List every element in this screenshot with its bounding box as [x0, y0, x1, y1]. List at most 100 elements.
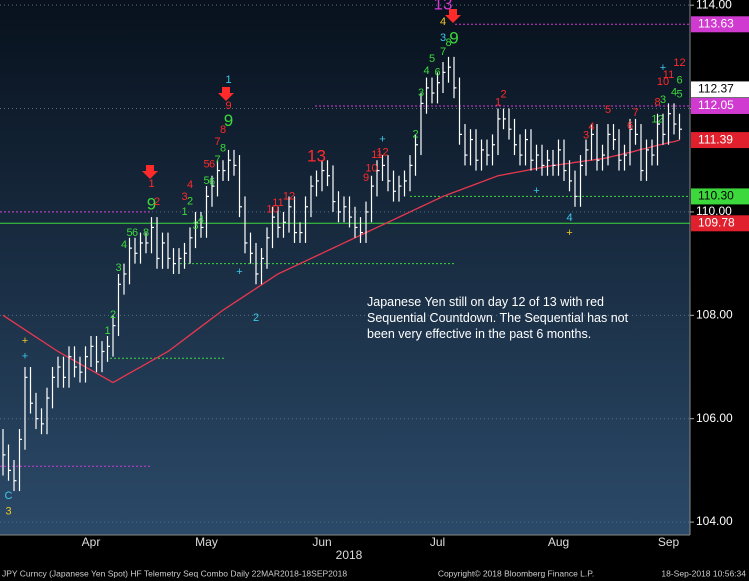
count-label: 4: [440, 16, 446, 28]
x-tick-label: Apr: [82, 535, 101, 549]
x-tick-label: Jun: [312, 535, 331, 549]
count-label: 9: [225, 100, 231, 112]
x-tick-label: Jul: [430, 535, 445, 549]
sell-arrow: [218, 87, 234, 101]
count-label: 2: [187, 196, 193, 208]
price-box-label: 109.78: [698, 215, 735, 229]
count-label: 2: [110, 309, 116, 321]
price-box-label: 113.63: [698, 16, 734, 30]
count-label: 4: [671, 86, 677, 98]
count-label: 11: [371, 149, 382, 161]
count-label: C: [5, 490, 13, 502]
count-label: 5: [203, 158, 209, 170]
price-box: [691, 81, 749, 98]
sell-arrow: [445, 9, 461, 23]
count-label: 4: [187, 179, 193, 191]
year-label: 2018: [336, 548, 363, 562]
y-tick-label: 114.00: [696, 0, 732, 11]
price-box: [691, 16, 749, 33]
count-label: +: [660, 62, 666, 74]
count-label: 9: [147, 195, 156, 214]
count-label: 5: [126, 227, 132, 239]
count-label: 1: [495, 96, 501, 108]
count-label: 3: [583, 129, 589, 141]
count-label: 10: [365, 162, 377, 174]
count-label: 6: [209, 176, 215, 188]
count-label: 6: [627, 120, 633, 132]
footer-center: Copyright© 2018 Bloomberg Finance L.P.: [438, 568, 594, 578]
price-box-label: 111.39: [698, 132, 733, 146]
footer-right: 18-Sep-2018 10:56:34: [661, 568, 746, 578]
count-label: 6: [132, 227, 138, 239]
count-label: 3: [418, 87, 424, 99]
count-label: 1: [225, 74, 231, 86]
count-label: 11: [663, 69, 674, 81]
count-label: 12: [651, 113, 663, 125]
count-label: 8: [220, 124, 226, 136]
count-label: 3: [181, 191, 187, 203]
price-box: [691, 188, 749, 205]
count-label: 3: [115, 262, 121, 274]
count-label: 8: [654, 96, 660, 108]
count-label: 13: [307, 147, 326, 166]
count-label: 6: [676, 75, 682, 87]
count-label: 5: [605, 104, 611, 116]
count-label: 2: [253, 312, 259, 324]
count-label: +: [22, 335, 28, 347]
sell-arrow: [142, 165, 158, 179]
count-label: 2: [500, 89, 506, 101]
count-label: 10: [266, 203, 278, 215]
count-label: 3: [5, 506, 11, 518]
count-label: 4: [198, 214, 204, 226]
count-label: 1: [148, 178, 154, 190]
count-label: 8: [220, 142, 226, 154]
note: Japanese Yen still on day 12 of 13 with …: [367, 295, 629, 341]
price-box: [691, 97, 749, 114]
count-label: +: [236, 266, 242, 278]
y-tick-label: 106.00: [696, 411, 733, 425]
count-label: 4: [121, 239, 127, 251]
x-tick-label: Aug: [548, 535, 569, 549]
moving-average: [2, 139, 680, 384]
price-box-label: 112.05: [698, 98, 734, 112]
count-label: 12: [376, 146, 388, 158]
count-label: +: [566, 227, 572, 239]
count-label: 2: [154, 196, 160, 208]
count-label: 5: [203, 175, 209, 187]
count-label: 7: [214, 154, 220, 166]
count-label: +: [533, 185, 539, 197]
count-label: 3: [440, 32, 446, 44]
count-label: +: [379, 133, 385, 145]
count-label: 8: [143, 227, 149, 239]
price-box-label: 112.37: [698, 82, 734, 96]
count-label: 11: [272, 197, 283, 209]
price-box: [691, 215, 749, 232]
count-label: 1: [104, 325, 110, 337]
count-label: 7: [632, 107, 638, 119]
price-box: [691, 132, 749, 149]
price-box-label: 110.30: [698, 189, 734, 203]
count-label: +: [22, 351, 28, 363]
count-label: 4: [423, 65, 429, 77]
count-label: 1: [181, 206, 187, 218]
count-label: 5: [676, 89, 682, 101]
count-label: 9: [449, 28, 458, 47]
y-tick-label: 104.00: [696, 514, 733, 528]
y-tick-label: 108.00: [696, 307, 733, 321]
y-tick-label: 110.00: [696, 204, 732, 218]
x-tick-label: Sep: [658, 535, 680, 549]
count-label: 6: [434, 66, 440, 78]
count-label: 8: [445, 37, 451, 49]
count-label: 4: [588, 121, 594, 133]
footer-bar: [0, 566, 749, 581]
count-label: 3: [660, 94, 666, 106]
footer-left: JPY Curncy (Japanese Yen Spot) HF Teleme…: [2, 568, 347, 578]
count-label: 9: [224, 111, 233, 130]
count-label: 4: [566, 212, 572, 224]
count-label: 10: [657, 76, 669, 88]
count-label: 7: [214, 136, 220, 148]
plot-area: [0, 0, 690, 535]
x-tick-label: May: [195, 535, 218, 549]
